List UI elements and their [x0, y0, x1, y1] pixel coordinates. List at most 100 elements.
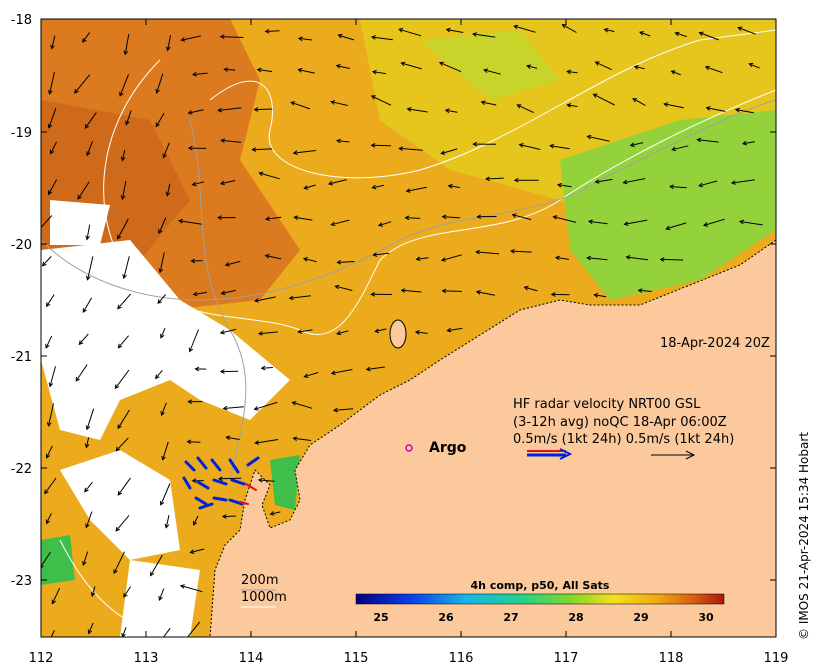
current-vector-head — [327, 180, 334, 186]
current-vector — [192, 181, 205, 186]
no-data-cloud — [41, 240, 290, 440]
current-vector — [372, 71, 386, 75]
current-vector — [86, 141, 93, 156]
current-vector — [587, 257, 608, 261]
current-vector-head — [44, 489, 49, 495]
current-vector — [293, 437, 312, 441]
current-vector-head — [594, 61, 600, 66]
current-vector-head — [738, 219, 744, 225]
current-vector — [44, 477, 57, 494]
current-vector — [373, 252, 390, 256]
current-vector — [442, 216, 461, 219]
current-vector-head — [191, 478, 197, 484]
current-vector — [82, 32, 91, 43]
current-vector-head — [665, 225, 671, 231]
current-vector — [512, 214, 532, 221]
current-vector-head — [120, 195, 126, 201]
current-vector-head — [150, 571, 155, 577]
current-vector-head — [260, 365, 266, 371]
current-vector — [222, 515, 237, 518]
current-vector-head — [669, 184, 674, 190]
current-vector — [167, 35, 172, 51]
current-vector — [51, 587, 61, 604]
current-vector-head — [85, 523, 90, 529]
current-vector-head — [122, 274, 127, 280]
current-vector-head — [475, 249, 480, 255]
current-vector — [372, 184, 385, 189]
current-vector — [50, 141, 58, 154]
current-vector — [375, 328, 387, 332]
current-vector — [51, 35, 56, 49]
argo-float-marker — [405, 444, 413, 452]
current-vector — [188, 109, 204, 114]
current-vector — [193, 515, 199, 526]
current-vector — [705, 66, 723, 74]
current-vector-head — [293, 215, 299, 221]
current-vector — [738, 27, 756, 35]
current-vector — [336, 330, 349, 335]
current-vector-head — [84, 487, 89, 493]
current-vector — [416, 257, 429, 260]
x-tick-label: 116 — [449, 651, 474, 666]
current-vector — [731, 179, 755, 184]
current-vector-head — [556, 182, 562, 188]
current-vector — [293, 150, 316, 154]
current-vector-head — [120, 156, 126, 162]
current-vector — [49, 366, 56, 387]
current-vector-head — [696, 137, 702, 143]
date-label: 18-Apr-2024 20Z — [660, 336, 770, 351]
current-vector — [85, 511, 93, 528]
current-vector — [671, 70, 681, 76]
current-vector-head — [257, 477, 263, 483]
current-vector — [187, 441, 201, 443]
current-vector — [91, 586, 96, 597]
current-vector-head — [518, 143, 524, 148]
depth-label-1000m: 1000m — [241, 590, 287, 605]
colorbar-ticks: 25 26 27 28 29 30 — [373, 611, 714, 624]
current-vector-head — [586, 134, 592, 140]
current-vectors — [41, 24, 763, 637]
current-vector-head — [82, 308, 87, 314]
current-vector-head — [370, 292, 376, 297]
current-vector — [155, 112, 165, 127]
current-vector-head — [86, 151, 91, 157]
current-vector-head — [253, 406, 259, 411]
current-vector-head — [41, 261, 47, 267]
current-vector-head — [670, 70, 676, 75]
current-vector — [595, 178, 613, 183]
current-vector — [328, 179, 347, 185]
current-vector — [448, 185, 460, 188]
current-vector-head — [45, 519, 51, 525]
y-tick-label: -22 — [11, 462, 32, 477]
current-vector — [338, 34, 355, 41]
current-vector — [524, 286, 538, 292]
current-vector-head — [374, 328, 380, 334]
current-vector-head — [447, 183, 453, 189]
current-vector — [46, 512, 52, 524]
current-vector — [115, 515, 130, 532]
current-vector — [664, 103, 684, 109]
current-vector — [115, 437, 129, 452]
current-vector — [486, 177, 504, 180]
current-vector-head — [159, 500, 165, 506]
current-vector — [48, 107, 57, 128]
current-vector-head — [587, 219, 593, 225]
current-vector-head — [336, 330, 342, 336]
current-vector-head — [187, 110, 193, 115]
current-vector-head — [222, 405, 228, 411]
reference-arrow-model — [651, 450, 696, 460]
current-vector-head — [586, 255, 592, 261]
current-vector-head — [509, 248, 515, 254]
current-vector — [156, 73, 164, 94]
current-vector-head — [561, 24, 567, 29]
current-vector — [161, 402, 167, 416]
current-vector — [121, 180, 127, 200]
current-vector-head — [400, 288, 406, 293]
current-vector-head — [566, 69, 572, 75]
current-vector — [445, 109, 458, 113]
x-tick-label: 118 — [659, 651, 684, 666]
current-vector — [514, 25, 536, 33]
x-tick-label: 114 — [239, 651, 264, 666]
current-vector — [49, 71, 55, 94]
current-vector — [594, 294, 607, 298]
